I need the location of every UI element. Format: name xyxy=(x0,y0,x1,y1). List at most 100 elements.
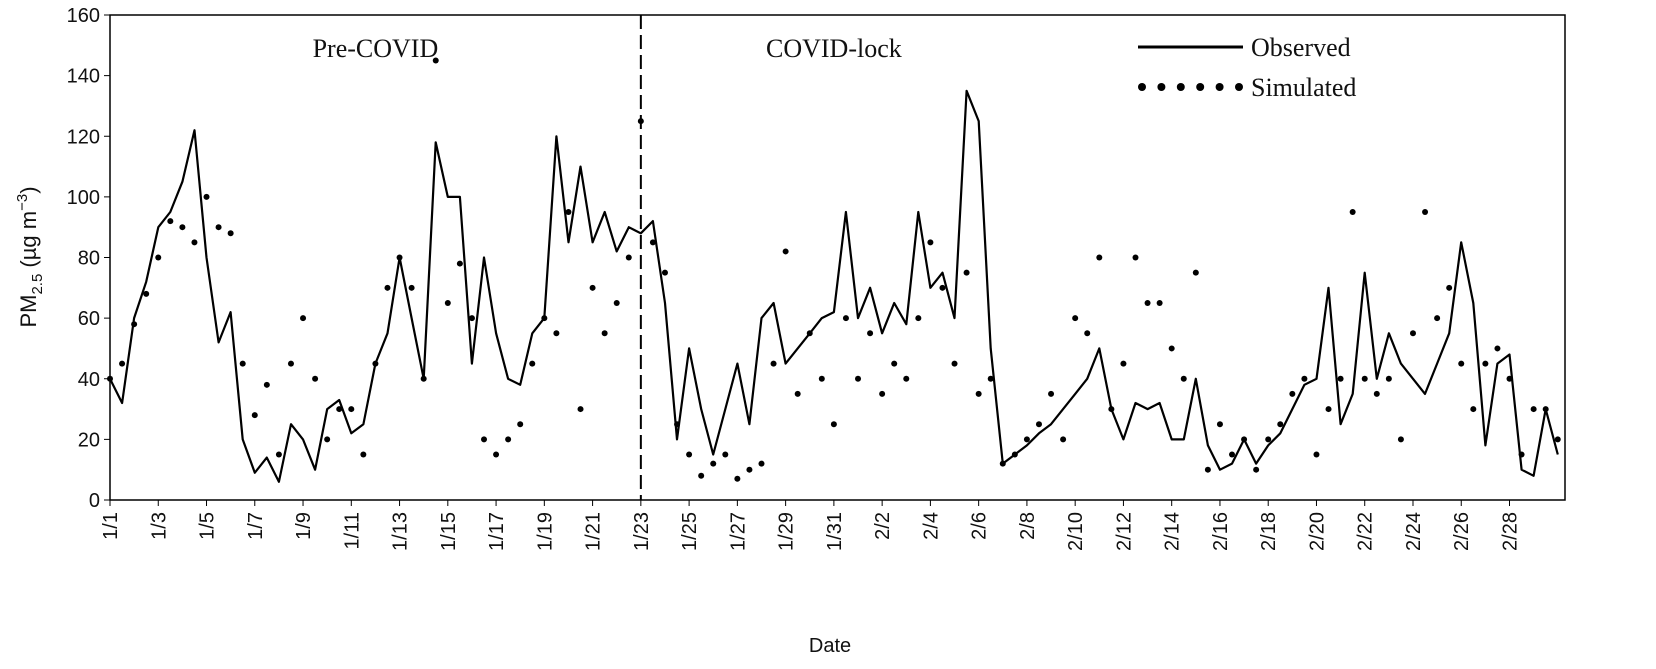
simulated-dot xyxy=(131,321,138,328)
simulated-dot xyxy=(203,193,210,200)
simulated-dot xyxy=(1554,436,1561,443)
simulated-dot xyxy=(722,451,729,458)
simulated-dot xyxy=(1192,269,1199,276)
y-label-part: ) xyxy=(16,186,41,193)
simulated-dot xyxy=(637,118,644,125)
simulated-dot xyxy=(649,239,656,246)
simulated-dot xyxy=(1349,209,1356,216)
simulated-dot xyxy=(577,406,584,413)
simulated-dot xyxy=(1253,466,1260,473)
simulated-dot xyxy=(456,260,463,267)
simulated-dot xyxy=(746,466,753,473)
simulated-dot xyxy=(227,230,234,237)
simulated-dot xyxy=(613,299,620,306)
simulated-dot xyxy=(1144,299,1151,306)
x-tick-label: 1/13 xyxy=(390,512,412,551)
simulated-dot xyxy=(710,460,717,467)
x-tick-label: 2/18 xyxy=(1258,512,1280,551)
y-label-sup: −3 xyxy=(14,194,31,211)
simulated-dot xyxy=(661,269,668,276)
annotation: Pre-COVID xyxy=(313,34,439,63)
x-tick-label: 2/8 xyxy=(1017,512,1039,540)
simulated-dot xyxy=(818,375,825,382)
simulated-dot xyxy=(1096,254,1103,261)
x-tick-label: 2/28 xyxy=(1500,512,1522,551)
legend-swatch xyxy=(1176,83,1185,91)
x-tick-label: 2/20 xyxy=(1306,512,1328,551)
simulated-dot xyxy=(360,451,367,458)
simulated-dot xyxy=(263,381,270,388)
simulated-dot xyxy=(1180,375,1187,382)
simulated-dot xyxy=(143,290,150,297)
x-tick-label: 1/29 xyxy=(776,512,798,551)
legend-swatch xyxy=(1235,83,1243,91)
simulated-dot xyxy=(553,330,560,337)
simulated-dot xyxy=(396,254,403,261)
simulated-dot xyxy=(324,436,331,443)
simulated-dot xyxy=(155,254,162,261)
simulated-dot xyxy=(541,315,548,322)
x-tick-label: 1/19 xyxy=(534,512,556,551)
y-tick-label: 80 xyxy=(78,248,100,270)
y-tick-label: 40 xyxy=(78,369,100,391)
simulated-dot xyxy=(1132,254,1139,261)
simulated-dot xyxy=(1289,390,1296,397)
x-tick-label: 1/1 xyxy=(100,512,122,540)
x-tick-label: 2/2 xyxy=(872,512,894,540)
simulated-dot xyxy=(601,330,608,337)
simulated-dot xyxy=(1313,451,1320,458)
simulated-dot xyxy=(1035,421,1042,428)
x-tick-label: 2/14 xyxy=(1162,512,1184,551)
simulated-dot xyxy=(963,269,970,276)
simulated-dot xyxy=(939,284,946,291)
x-tick-label: 1/25 xyxy=(679,512,701,551)
x-tick-label: 2/10 xyxy=(1065,512,1087,551)
simulated-dot xyxy=(1385,375,1392,382)
simulated-dot xyxy=(1301,375,1308,382)
simulated-dot xyxy=(444,299,451,306)
x-tick-label: 2/6 xyxy=(969,512,991,540)
simulated-dot xyxy=(1446,284,1453,291)
simulated-dot xyxy=(529,360,536,367)
simulated-dot xyxy=(420,375,427,382)
x-tick-label: 1/3 xyxy=(148,512,170,540)
simulated-dot xyxy=(493,451,500,458)
simulated-dot xyxy=(119,360,126,367)
simulated-dot xyxy=(372,360,379,367)
y-tick-label: 20 xyxy=(78,429,100,451)
simulated-dot xyxy=(348,406,355,413)
simulated-dot xyxy=(782,248,789,255)
simulated-dot xyxy=(927,239,934,246)
simulated-dot xyxy=(855,375,862,382)
simulated-dot xyxy=(951,360,958,367)
simulated-dot xyxy=(1542,406,1549,413)
simulated-dot xyxy=(1470,406,1477,413)
simulated-dot xyxy=(312,375,319,382)
simulated-dot xyxy=(1011,451,1018,458)
x-tick-label: 1/17 xyxy=(486,512,508,551)
simulated-dot xyxy=(1373,390,1380,397)
simulated-dot xyxy=(1072,315,1079,322)
simulated-dot xyxy=(275,451,282,458)
annotation: COVID-lock xyxy=(766,34,902,63)
simulated-dot xyxy=(1216,421,1223,428)
simulated-dot xyxy=(215,224,222,231)
y-axis-label: PM2.5 (µg m−3) xyxy=(14,186,46,327)
simulated-dot xyxy=(794,390,801,397)
legend-label: Simulated xyxy=(1251,73,1356,102)
simulated-dot xyxy=(191,239,198,246)
y-tick-label: 100 xyxy=(67,187,100,209)
simulated-dot xyxy=(758,460,765,467)
simulated-dot xyxy=(481,436,488,443)
simulated-dot xyxy=(1482,360,1489,367)
simulated-dot xyxy=(867,330,874,337)
simulated-dot xyxy=(625,254,632,261)
simulated-dot xyxy=(565,209,572,216)
observed-line xyxy=(109,89,1559,483)
legend-swatch xyxy=(1196,83,1205,91)
simulated-dot xyxy=(1241,436,1248,443)
x-tick-label: 2/12 xyxy=(1113,512,1135,551)
simulated-dot xyxy=(1060,436,1067,443)
y-tick-label: 120 xyxy=(67,126,100,148)
